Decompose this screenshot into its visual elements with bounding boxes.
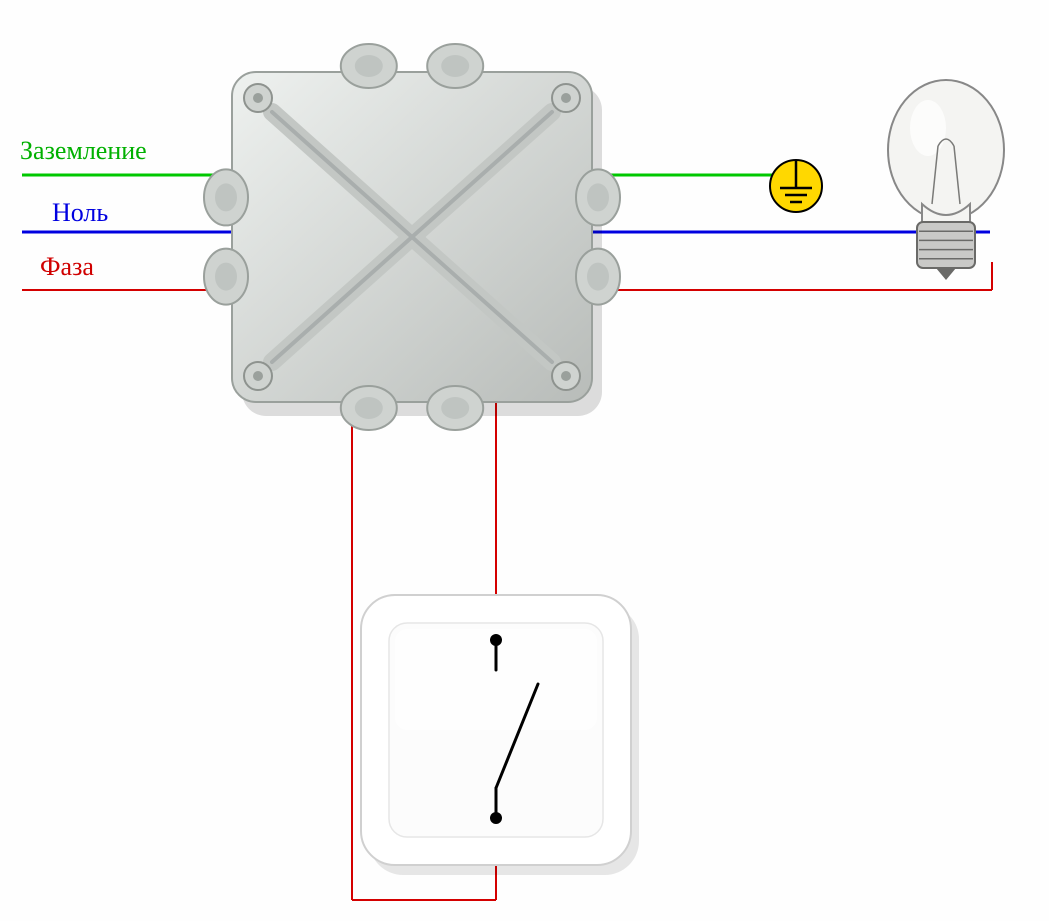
label-phase: Фаза (40, 252, 94, 282)
label-neutral: Ноль (52, 198, 108, 228)
diagram-svg (0, 0, 1049, 921)
earth-symbol-icon (770, 160, 822, 212)
junction-box (204, 44, 620, 430)
light-switch (361, 595, 639, 875)
label-ground: Заземление (20, 136, 147, 166)
lamp-icon (888, 80, 1004, 280)
wiring-diagram: Заземление Ноль Фаза (0, 0, 1049, 921)
wires (22, 160, 992, 900)
